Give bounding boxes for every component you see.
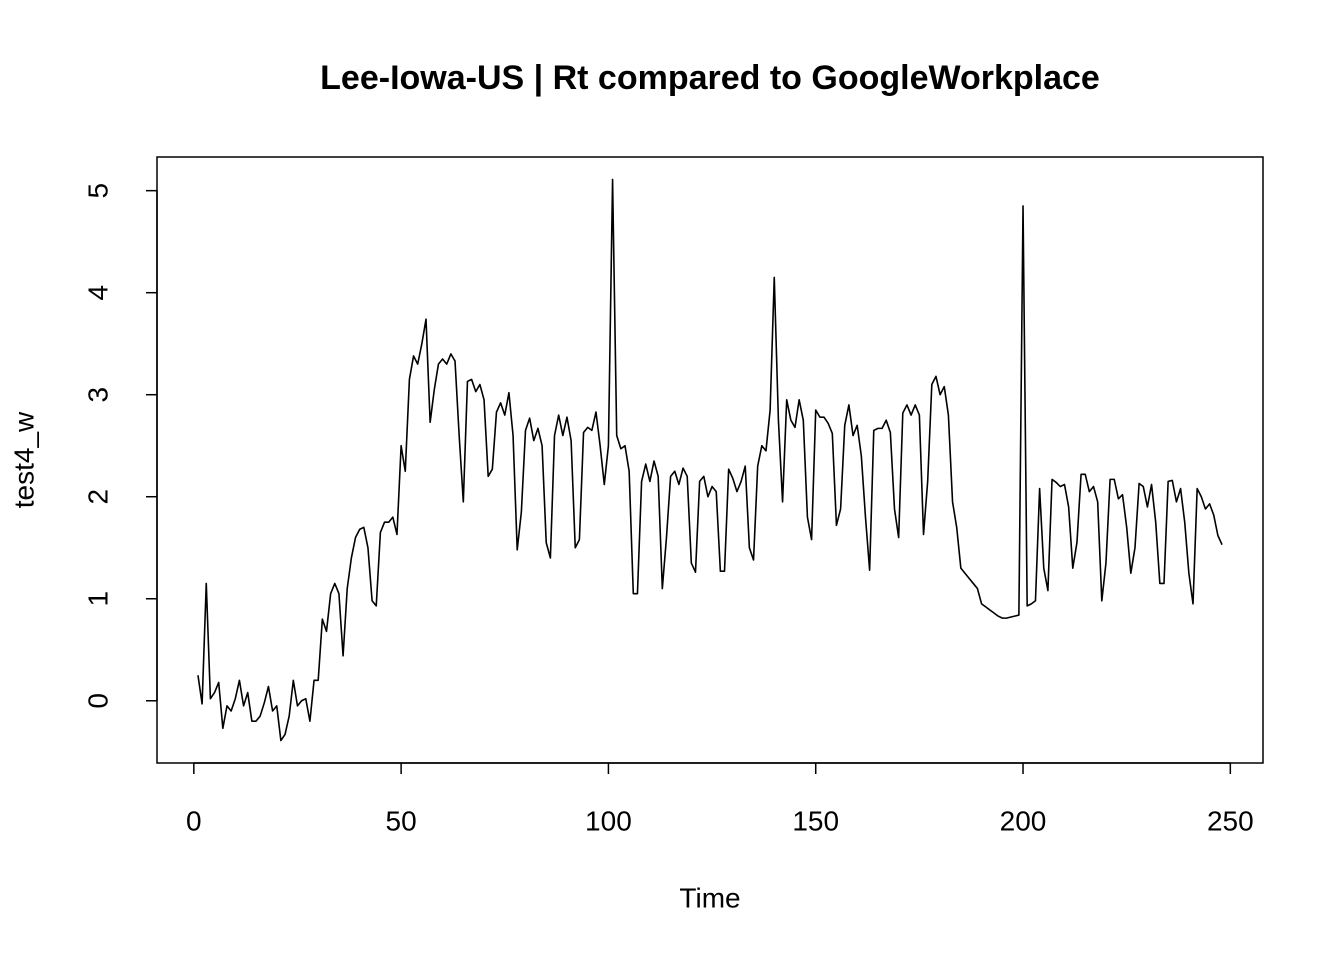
x-tick-label: 200 — [1000, 805, 1047, 836]
y-tick-label: 4 — [82, 285, 113, 301]
y-tick-label: 5 — [82, 183, 113, 199]
data-line — [197, 178, 1223, 742]
plot-box — [156, 156, 1264, 764]
y-tick-label: 0 — [82, 693, 113, 709]
x-tick-label: 150 — [792, 805, 839, 836]
y-tick-label: 1 — [82, 591, 113, 607]
chart-title: Lee-Iowa-US | Rt compared to GoogleWorkp… — [320, 59, 1100, 97]
x-tick-label: 0 — [186, 805, 202, 836]
x-axis-label: Time — [679, 882, 740, 913]
y-tick-label: 2 — [82, 489, 113, 505]
x-tick-label: 50 — [386, 805, 417, 836]
x-tick-label: 100 — [585, 805, 632, 836]
x-tick-label: 250 — [1207, 805, 1254, 836]
y-tick-label: 3 — [82, 387, 113, 403]
y-axis-label: test4_w — [8, 411, 39, 508]
